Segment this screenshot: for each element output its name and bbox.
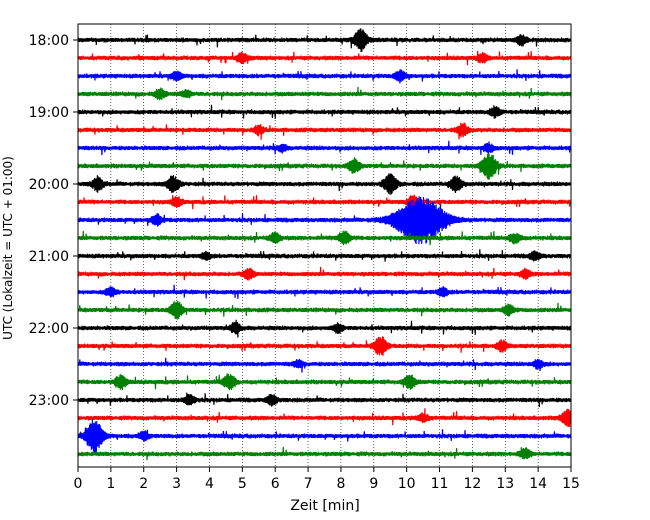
trace-2030	[77, 196, 572, 245]
trace-2000	[77, 173, 572, 195]
x-tick-label: 11	[431, 476, 449, 492]
trace-2200	[77, 319, 572, 338]
x-tick-label: 0	[74, 476, 83, 492]
trace-2345	[77, 446, 572, 461]
x-tick-label: 1	[106, 476, 115, 492]
trace-1945	[77, 153, 572, 180]
trace-2315	[77, 408, 572, 427]
y-tick-label: 19:00	[29, 105, 69, 121]
trace-1915	[77, 122, 572, 140]
trace-2245	[77, 373, 572, 391]
trace-2100	[77, 249, 572, 262]
trace-2330	[77, 419, 572, 454]
trace-2145	[77, 300, 572, 320]
x-tick-label: 7	[304, 476, 313, 492]
y-axis-label: UTC (Lokalzeit = UTC + 01:00)	[1, 156, 15, 340]
trace-2300	[77, 392, 572, 408]
trace-2015	[77, 194, 572, 210]
x-axis-label: Zeit [min]	[290, 498, 359, 514]
y-tick-label: 18:00	[29, 33, 69, 49]
trace-2045	[77, 230, 572, 246]
trace-2115	[77, 266, 572, 281]
trace-2215	[77, 336, 572, 356]
x-tick-label: 4	[205, 476, 214, 492]
x-tick-label: 13	[496, 476, 514, 492]
y-tick-label: 23:00	[29, 393, 69, 409]
x-tick-label: 10	[398, 476, 416, 492]
x-tick-label: 5	[238, 476, 247, 492]
x-tick-label: 6	[271, 476, 280, 492]
trace-2230	[77, 357, 572, 373]
x-tick-label: 8	[336, 476, 345, 492]
trace-1845	[77, 86, 572, 101]
y-tick-label: 22:00	[29, 321, 69, 337]
y-tick-label: 20:00	[29, 177, 69, 193]
trace-1930	[77, 140, 572, 156]
x-tick-label: 9	[369, 476, 378, 492]
trace-1830	[77, 69, 572, 84]
x-tick-label: 15	[562, 476, 580, 492]
trace-1815	[77, 50, 572, 66]
trace-1800	[77, 28, 572, 53]
plot-frame	[77, 23, 572, 468]
x-tick-label: 3	[172, 476, 181, 492]
x-tick-label: 12	[463, 476, 481, 492]
x-tick-label: 2	[139, 476, 148, 492]
x-tick-label: 14	[529, 476, 547, 492]
trace-1900	[77, 104, 572, 119]
trace-2130	[77, 284, 572, 299]
y-tick-label: 21:00	[29, 249, 69, 265]
